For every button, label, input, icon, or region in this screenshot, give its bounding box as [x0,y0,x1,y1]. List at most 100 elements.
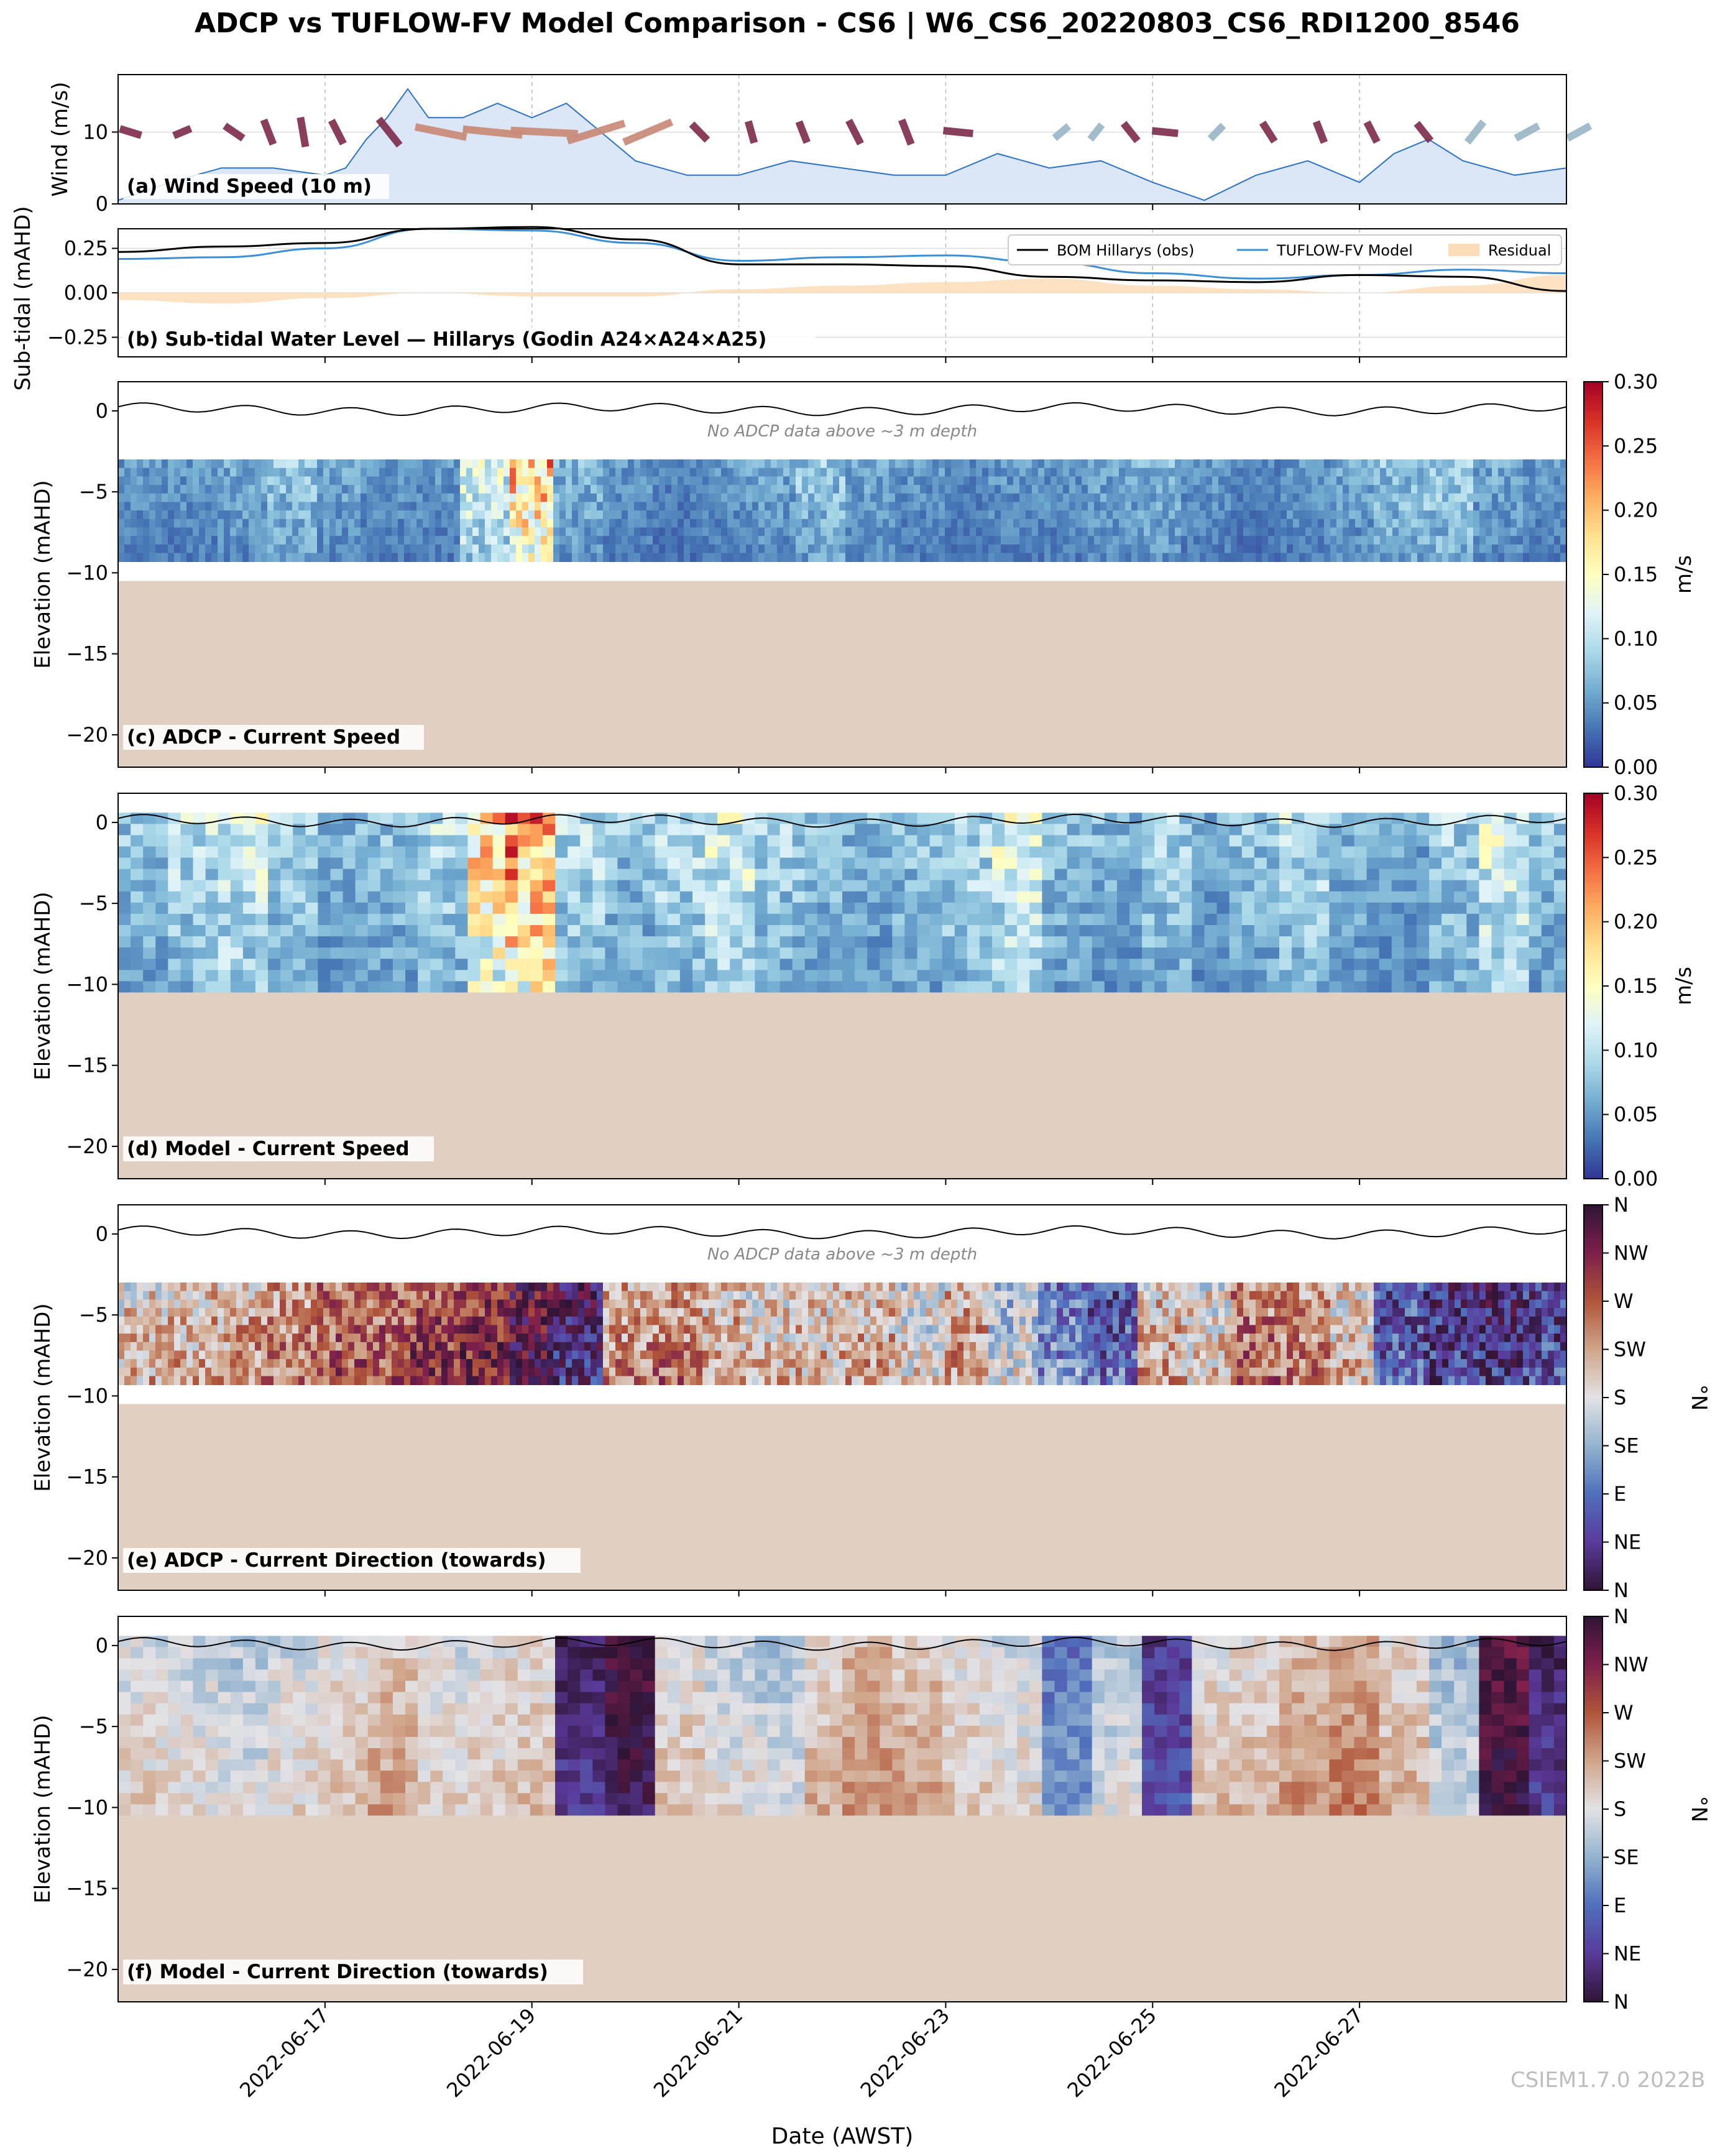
heatmap-cell [1218,459,1225,469]
heatmap-cell [517,857,531,870]
heatmap-cell [1379,891,1392,903]
heatmap-cell [1304,913,1318,926]
heatmap-cell [1529,947,1542,959]
heatmap-cell [692,902,706,914]
heatmap-cell [1262,544,1269,554]
heatmap-cell [267,485,274,494]
heatmap-cell [1523,502,1530,511]
heatmap-cell [591,527,597,537]
heatmap-cell [1405,468,1412,477]
heatmap-cell [1279,902,1292,914]
heatmap-cell [155,502,162,511]
heatmap-cell [1529,536,1536,545]
heatmap-cell [696,476,703,486]
heatmap-cell [591,476,597,486]
heatmap-cell [580,902,594,914]
heatmap-cell [1216,981,1230,993]
heatmap-cell [742,947,756,959]
heatmap-cell [692,891,706,903]
heatmap-cell [655,913,668,926]
heatmap-cell [1349,468,1356,477]
heatmap-cell [1504,936,1517,948]
heatmap-cell [1491,846,1505,859]
heatmap-cell [1299,459,1306,469]
heatmap-cell [267,544,274,554]
heatmap-cell [168,1376,175,1385]
heatmap-cell [1017,846,1031,859]
heatmap-cell [385,510,392,520]
wind-arrow [223,122,246,142]
heatmap-cell [137,544,144,554]
heatmap-cell [1454,835,1468,847]
heatmap-cell [460,468,467,477]
heatmap-cell [131,1299,137,1309]
heatmap-cell [1504,502,1511,511]
heatmap-cell [584,459,591,469]
heatmap-cell [1542,527,1548,537]
heatmap-cell [1317,959,1330,971]
heatmap-cell [796,544,802,554]
heatmap-cell [901,476,908,486]
heatmap-cell [323,510,330,520]
heatmap-cell [1292,913,1305,926]
heatmap-cell [1032,468,1039,477]
heatmap-cell [1268,502,1275,511]
heatmap-cell [405,857,418,870]
heatmap-cell [1266,959,1280,971]
heatmap-cell [1442,553,1449,562]
heatmap-cell [1366,891,1380,903]
heatmap-cell [1131,527,1138,537]
heatmap-cell [817,981,830,993]
heatmap-cell [466,536,473,545]
heatmap-cell [124,1291,131,1301]
heatmap-cell [124,553,131,562]
heatmap-cell [1341,868,1355,881]
heatmap-cell [542,947,556,959]
heatmap-cell [555,936,568,948]
heatmap-cell [224,493,231,503]
heatmap-cell [603,476,610,486]
heatmap-cell [808,493,815,503]
heatmap-cell [559,485,566,494]
heatmap-cell [1349,493,1356,503]
heatmap-cell [1442,459,1449,469]
heatmap-cell [535,493,541,503]
heatmap-cell [858,502,865,511]
heatmap-cell [622,485,628,494]
heatmap-cell [1051,544,1057,554]
heatmap-cell [405,902,418,914]
heatmap-cell [380,857,393,870]
heatmap-cell [1329,813,1343,825]
heatmap-cell [497,510,504,520]
heatmap-cell [1187,468,1194,477]
heatmap-cell [746,536,753,545]
heatmap-cell [448,510,454,520]
heatmap-cell [653,468,660,477]
heatmap-cell [1129,857,1143,870]
heatmap-cell [942,824,955,836]
heatmap-cell [667,947,681,959]
heatmap-cell [920,502,927,511]
heatmap-cell [1218,510,1225,520]
heatmap-cell [792,835,806,847]
heatmap-cell [367,902,381,914]
heatmap-cell [1541,846,1555,859]
heatmap-cell [758,544,765,554]
heatmap-cell [1167,959,1180,971]
heatmap-cell [242,959,256,971]
heatmap-cell [642,902,656,914]
heatmap-cell [1498,468,1505,477]
heatmap-cell [1374,485,1381,494]
heatmap-cell [1175,459,1182,469]
heatmap-cell [880,925,893,937]
heatmap-cell [692,936,706,948]
heatmap-cell [842,925,855,937]
heatmap-cell [1241,925,1255,937]
heatmap-cell [1192,936,1205,948]
heatmap-cell [547,493,554,503]
heatmap-cell [305,502,311,511]
heatmap-cell [186,476,193,486]
heatmap-cell [957,536,964,545]
heatmap-cell [555,880,568,892]
heatmap-cell [1510,468,1517,477]
